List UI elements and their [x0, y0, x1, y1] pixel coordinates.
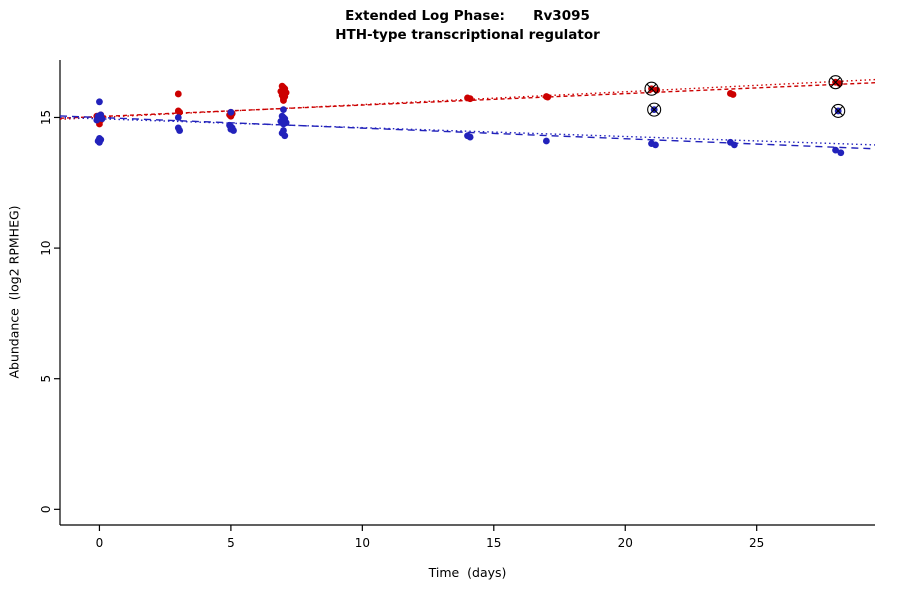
svg-text:0: 0: [39, 506, 53, 514]
svg-text:5: 5: [39, 375, 53, 383]
y-axis-label: Abundance (log2 RPMHEG): [6, 205, 22, 379]
svg-text:25: 25: [749, 536, 764, 550]
chart-subtitle: HTH-type transcriptional regulator: [335, 27, 600, 43]
svg-text:10: 10: [355, 536, 370, 550]
svg-text:0: 0: [96, 536, 104, 550]
svg-text:10: 10: [39, 240, 53, 255]
svg-text:15: 15: [486, 536, 501, 550]
svg-text:5: 5: [227, 536, 235, 550]
svg-text:20: 20: [618, 536, 633, 550]
svg-text:15: 15: [39, 110, 53, 125]
chart-title: Extended Log Phase: Rv3095: [345, 8, 590, 24]
x-axis-label: Time (days): [428, 565, 507, 580]
